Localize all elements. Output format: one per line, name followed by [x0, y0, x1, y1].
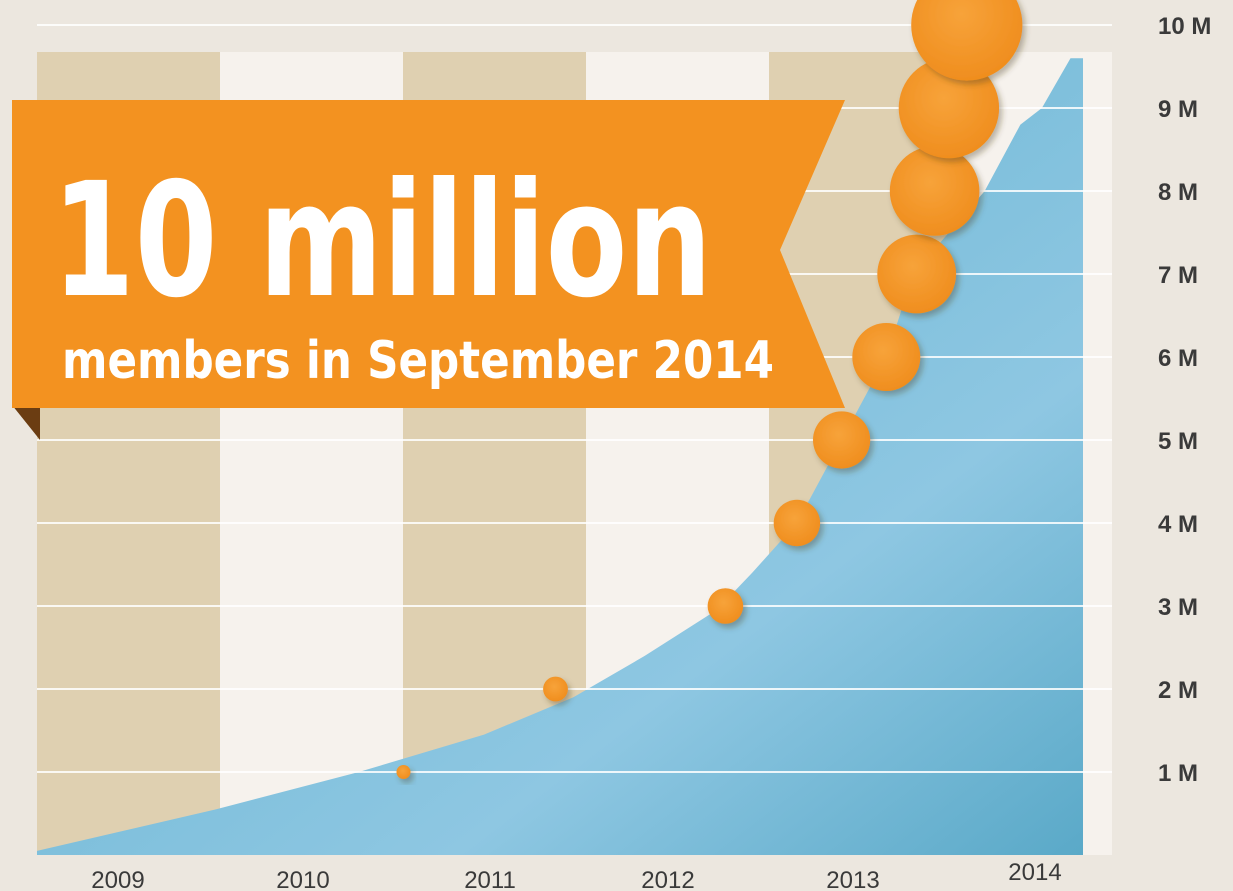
milestone-dot: [877, 234, 957, 314]
chart-subtitle: members in September 2014: [62, 331, 774, 391]
x-tick-label: 2009: [91, 867, 144, 891]
milestone-dot: [773, 499, 821, 547]
banner-ribbon: [12, 100, 845, 408]
milestone-dot: [813, 411, 871, 469]
members-area: [37, 58, 1083, 855]
y-tick-label: 9 M: [1158, 96, 1198, 123]
milestone-dot: [911, 0, 1023, 81]
milestone-dot: [543, 676, 568, 702]
x-tick-label: 2014: [1008, 859, 1061, 886]
x-tick-label: 2011: [464, 867, 516, 891]
y-tick-label: 6 M: [1158, 345, 1198, 372]
milestone-dot: [898, 57, 1000, 159]
milestone-dots: [396, 0, 1023, 779]
x-tick-label: 2010: [276, 867, 329, 891]
y-tick-label: 2 M: [1158, 677, 1198, 704]
milestone-dot: [707, 588, 744, 624]
area-layer: [37, 58, 1083, 855]
year-stripe-edge: [1083, 52, 1112, 855]
milestone-dot: [889, 146, 980, 236]
banner-fold: [12, 405, 40, 440]
x-axis-ticks: 2009 2010 2011 2012 2013 2014: [91, 859, 1061, 891]
chart-title: 10 million: [52, 149, 712, 333]
milestone-dot: [396, 765, 411, 779]
y-tick-label: 1 M: [1158, 760, 1198, 787]
milestone-dot: [852, 323, 921, 391]
y-axis-ticks: 1 M 2 M 3 M 4 M 5 M 6 M 7 M 8 M 9 M 10 M: [1158, 13, 1211, 787]
y-tick-label: 4 M: [1158, 511, 1198, 538]
x-tick-label: 2013: [826, 867, 879, 891]
y-tick-label: 10 M: [1158, 13, 1211, 40]
y-tick-label: 5 M: [1158, 428, 1198, 455]
y-tick-label: 8 M: [1158, 179, 1198, 206]
y-tick-label: 3 M: [1158, 594, 1198, 621]
y-tick-label: 7 M: [1158, 262, 1198, 289]
headline-banner: 10 million members in September 2014: [12, 100, 845, 440]
x-tick-label: 2012: [641, 867, 694, 891]
